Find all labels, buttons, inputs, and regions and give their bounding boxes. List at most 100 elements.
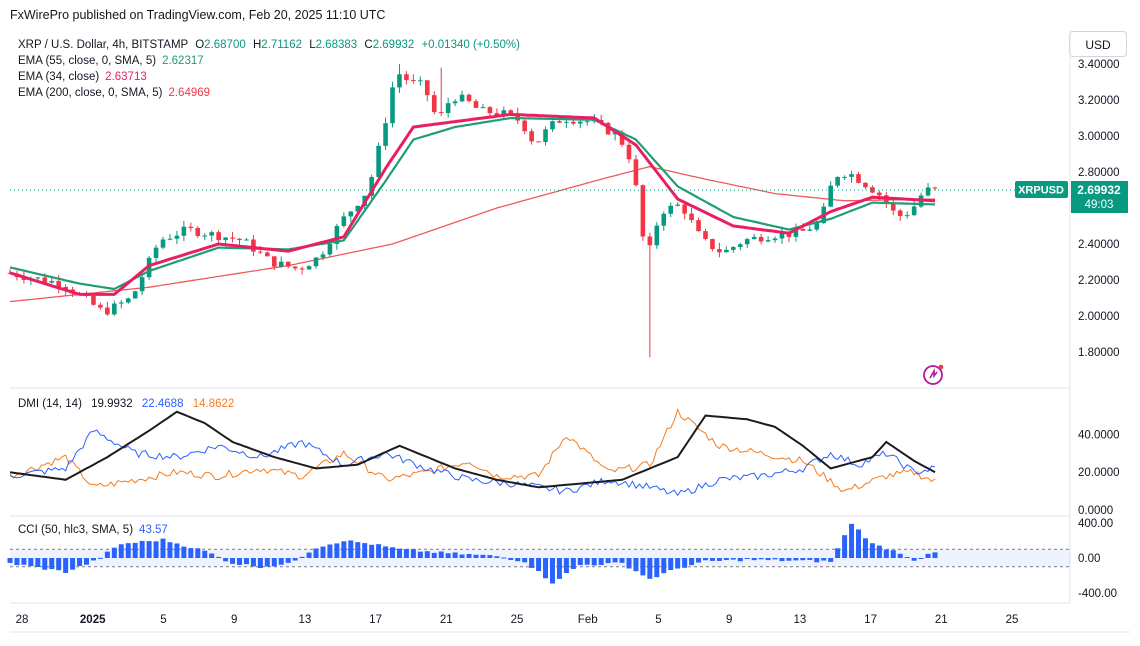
- candle-body: [550, 121, 555, 130]
- cci-bar: [257, 558, 263, 569]
- cci-bar: [772, 558, 778, 560]
- cci-bar: [306, 552, 312, 558]
- cci-bar: [223, 558, 229, 562]
- currency-button[interactable]: USD: [1069, 31, 1127, 57]
- cci-tick-label: 400.00: [1078, 518, 1113, 530]
- candle-body: [584, 121, 590, 123]
- cci-bar: [285, 558, 291, 563]
- cci-bar: [668, 558, 674, 571]
- legend-ema200: EMA (200, close, 0, SMA, 5) 2.64969: [18, 87, 210, 99]
- cci-bar: [883, 549, 889, 558]
- time-tick-label: 17: [369, 614, 382, 626]
- candle-body: [153, 247, 159, 258]
- symbol-tag: [1015, 181, 1068, 198]
- candle-body: [870, 187, 875, 193]
- cci-bar: [779, 558, 785, 562]
- candle-body: [543, 129, 548, 143]
- candle-body: [557, 121, 562, 123]
- candle-body: [306, 266, 312, 270]
- candle-body: [717, 249, 722, 253]
- cci-bar: [459, 554, 465, 558]
- time-tick-label: 13: [793, 614, 806, 626]
- dmi-tick-label: 40.0000: [1078, 429, 1120, 441]
- price-tick-label: 2.40000: [1078, 239, 1120, 251]
- candle-body: [731, 247, 736, 250]
- cci-bar: [522, 558, 528, 563]
- cci-bar: [828, 558, 834, 562]
- cci-bar: [348, 540, 354, 558]
- cci-bar: [84, 558, 90, 565]
- time-tick-label: 9: [726, 614, 732, 626]
- cci-bar: [897, 553, 903, 558]
- candle-body: [571, 121, 576, 124]
- cci-bar: [849, 523, 855, 558]
- candle-body: [689, 213, 694, 221]
- candle-body: [132, 291, 138, 299]
- cci-bar: [842, 535, 848, 558]
- cci-bar: [146, 541, 152, 558]
- cci-bar: [111, 547, 117, 558]
- legend-ema55: EMA (55, close, 0, SMA, 5) 2.62317: [18, 55, 204, 67]
- candle-body: [334, 225, 340, 244]
- cci-bar: [431, 552, 437, 558]
- candle-body: [786, 232, 792, 237]
- dmi-tick-label: 20.0000: [1078, 467, 1120, 479]
- cci-bar: [327, 544, 333, 558]
- cci-bar: [835, 548, 841, 558]
- cci-bar: [139, 540, 145, 558]
- cci-bar: [647, 558, 653, 579]
- time-tick-label: 28: [16, 614, 29, 626]
- candle-body: [682, 204, 687, 214]
- cci-bar: [529, 558, 535, 568]
- cci-bar: [7, 558, 13, 563]
- candle-body: [856, 174, 861, 183]
- cci-bar: [383, 546, 389, 558]
- candle-body: [160, 239, 166, 248]
- candle-body: [418, 80, 423, 82]
- candle-body: [724, 249, 729, 253]
- candle-body: [758, 236, 764, 242]
- candle-body: [814, 223, 820, 230]
- cci-bar: [334, 543, 340, 558]
- cci-bar: [730, 558, 736, 560]
- legend-dmi: DMI (14, 14) 19.9932 22.4688 14.8622: [18, 398, 234, 410]
- candle-body: [508, 110, 514, 114]
- candle-body: [223, 237, 228, 241]
- cci-bar: [70, 558, 76, 570]
- candle-body: [800, 228, 806, 231]
- candle-body: [765, 240, 771, 242]
- candle-body: [320, 254, 326, 258]
- candle-body: [626, 144, 632, 160]
- candle-body: [473, 101, 479, 108]
- candle-body: [633, 159, 639, 186]
- legend-cci: CCI (50, hlc3, SMA, 5) 43.57: [18, 524, 168, 536]
- candle-body: [216, 232, 221, 241]
- dmi-tick-label: 0.0000: [1078, 505, 1113, 517]
- cci-bar: [49, 558, 55, 570]
- cci-bar: [14, 558, 20, 566]
- candle-body: [737, 244, 743, 248]
- cci-bar: [362, 543, 368, 558]
- cci-bar: [160, 538, 166, 558]
- candle-body: [91, 296, 96, 305]
- cci-bar: [445, 553, 451, 558]
- cci-bar: [925, 553, 931, 558]
- candle-body: [522, 120, 527, 132]
- cci-bar: [793, 558, 799, 561]
- cci-bar: [63, 558, 69, 573]
- cci-bar: [494, 556, 500, 558]
- cci-bar: [584, 558, 590, 565]
- candle-body: [431, 95, 437, 113]
- time-tick-label: 25: [511, 614, 524, 626]
- candle-body: [849, 174, 854, 177]
- candle-body: [904, 215, 910, 217]
- candle-body: [237, 238, 242, 241]
- cci-bar: [369, 544, 375, 558]
- cci-bar: [292, 558, 298, 561]
- candle-body: [863, 182, 868, 188]
- candle-body: [842, 176, 847, 178]
- candle-body: [404, 74, 409, 81]
- cci-bar: [821, 558, 827, 561]
- price-tick-label: 3.20000: [1078, 95, 1120, 107]
